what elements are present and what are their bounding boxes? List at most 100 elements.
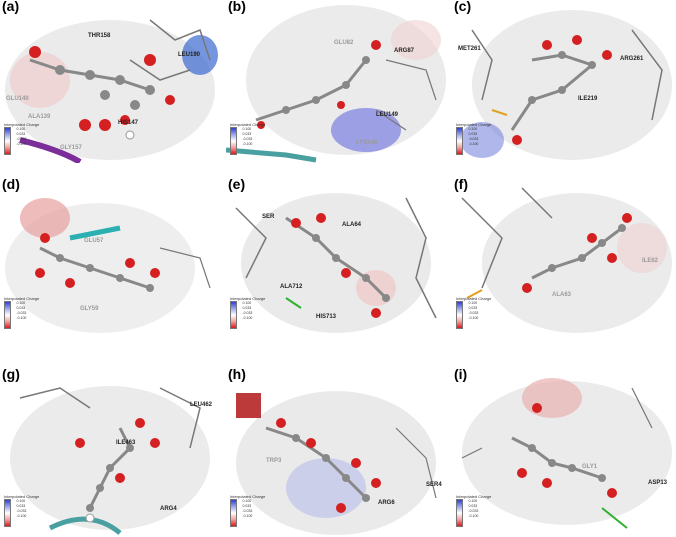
panel-b: (b) GLU82 ARG87 LEU149 LYS149 Interpolat… bbox=[226, 0, 448, 163]
legend-tick: -0.033 bbox=[468, 509, 479, 513]
legend-tick: 0.100 bbox=[468, 127, 478, 131]
molecule-render bbox=[226, 5, 446, 163]
panel-label: (a) bbox=[2, 0, 20, 14]
legend-tick: -0.033 bbox=[468, 137, 479, 141]
legend-tick: -0.100 bbox=[468, 142, 479, 146]
legend-tick: -0.033 bbox=[468, 311, 479, 315]
panel-label: (f) bbox=[454, 178, 468, 192]
residue-label: GLY59 bbox=[80, 306, 99, 312]
panel-label: (h) bbox=[228, 368, 246, 382]
molecule-render bbox=[5, 198, 211, 333]
panel-label: (e) bbox=[228, 178, 246, 192]
residue-label: GLY157 bbox=[60, 145, 82, 151]
panel-label: (g) bbox=[2, 368, 20, 382]
charge-legend: Interpolated Charge 0.100 0.033 -0.033 -… bbox=[456, 122, 491, 155]
legend-colorbar bbox=[4, 301, 11, 329]
residue-label: GLU82 bbox=[334, 40, 354, 46]
residue-label: LEU149 bbox=[376, 112, 399, 118]
legend-colorbar bbox=[230, 301, 237, 329]
legend-tick: 0.033 bbox=[468, 306, 478, 310]
legend-tick: -0.033 bbox=[242, 509, 253, 513]
legend-colorbar bbox=[456, 301, 463, 329]
legend-tick: 0.100 bbox=[16, 127, 26, 131]
residue-label: ALA712 bbox=[280, 284, 303, 290]
legend-tick: 0.033 bbox=[16, 504, 26, 508]
residue-label: GLU57 bbox=[84, 238, 104, 244]
legend-tick: 0.100 bbox=[16, 499, 26, 503]
molecule-render bbox=[5, 19, 218, 163]
legend-colorbar bbox=[456, 127, 463, 155]
panel-i: (i) ASP13 GLY1 Interpolated Charge 0.100… bbox=[452, 368, 676, 537]
residue-label: MET261 bbox=[458, 46, 481, 52]
legend-tick: 0.100 bbox=[242, 127, 252, 131]
molecule-render bbox=[461, 378, 672, 529]
panel-g: (g) LEU462 ILE463 ARG4 Interpolated Char… bbox=[0, 368, 222, 537]
residue-label: ARG6 bbox=[378, 500, 395, 506]
legend-colorbar bbox=[4, 499, 11, 527]
legend-tick: 0.033 bbox=[242, 306, 252, 310]
molecule-render bbox=[461, 187, 672, 333]
legend-tick: -0.033 bbox=[16, 137, 27, 141]
molecule-render bbox=[235, 193, 437, 333]
legend-colorbar bbox=[4, 127, 11, 155]
legend-tick: -0.100 bbox=[242, 514, 253, 518]
panel-f: (f) ILE62 ALA63 Interpolated Charge 0.10… bbox=[452, 178, 676, 341]
legend-tick: 0.033 bbox=[16, 306, 26, 310]
legend-title: Interpolated Charge bbox=[4, 494, 40, 499]
legend-tick: -0.100 bbox=[16, 142, 27, 146]
legend-tick: -0.100 bbox=[16, 514, 27, 518]
legend-title: Interpolated Charge bbox=[230, 296, 266, 301]
residue-label: ALA64 bbox=[342, 222, 362, 228]
panel-c: (c) MET261 ARG261 ILE219 Interpolated Ch… bbox=[452, 0, 676, 163]
legend-tick: 0.100 bbox=[242, 499, 252, 503]
legend-tick: -0.033 bbox=[242, 311, 253, 315]
legend-colorbar bbox=[456, 499, 463, 527]
legend-tick: 0.100 bbox=[468, 499, 478, 503]
residue-label: ARG261 bbox=[620, 56, 644, 62]
panel-a: (a) THR158 LEU190 GLU140 ALA139 HIS147 G… bbox=[0, 0, 222, 163]
legend-tick: 0.033 bbox=[242, 504, 252, 508]
residue-label: LYS149 bbox=[356, 140, 378, 146]
legend-tick: 0.100 bbox=[16, 301, 26, 305]
charge-legend: Interpolated Charge 0.100 0.033 -0.033 -… bbox=[4, 494, 39, 527]
legend-title: Interpolated Charge bbox=[4, 122, 40, 127]
panel-d: (d) GLU57 GLY59 Interpolated Charge 0.10… bbox=[0, 178, 222, 341]
residue-label: LEU190 bbox=[178, 52, 201, 58]
legend-tick: 0.033 bbox=[468, 132, 478, 136]
residue-label: ILE463 bbox=[116, 440, 136, 446]
panel-label: (b) bbox=[228, 0, 246, 14]
residue-label: SER bbox=[262, 214, 275, 220]
legend-tick: -0.033 bbox=[16, 509, 27, 513]
panel-e: (e) SER ALA64 ALA712 HIS713 Interpolated… bbox=[226, 178, 448, 341]
legend-tick: 0.033 bbox=[242, 132, 252, 136]
panel-label: (i) bbox=[454, 368, 468, 382]
legend-tick: -0.100 bbox=[242, 316, 253, 320]
residue-label: THR158 bbox=[88, 33, 111, 39]
molecule-render bbox=[236, 391, 437, 535]
residue-label: ARG4 bbox=[160, 506, 177, 512]
residue-label: GLY1 bbox=[582, 464, 598, 470]
legend-tick: -0.100 bbox=[468, 514, 479, 518]
molecule-render bbox=[460, 10, 672, 160]
residue-label: ALA63 bbox=[552, 292, 572, 298]
legend-tick: -0.033 bbox=[16, 311, 27, 315]
residue-label: ARG87 bbox=[394, 48, 415, 54]
residue-label: GLU140 bbox=[6, 96, 29, 102]
legend-tick: 0.100 bbox=[468, 301, 478, 305]
legend-title: Interpolated Charge bbox=[456, 494, 492, 499]
residue-label: SER4 bbox=[426, 482, 442, 488]
legend-title: Interpolated Charge bbox=[456, 122, 492, 127]
charge-legend: Interpolated Charge 0.100 0.033 -0.033 -… bbox=[4, 122, 39, 155]
legend-tick: 0.100 bbox=[242, 301, 252, 305]
residue-label: HIS147 bbox=[118, 120, 139, 126]
legend-title: Interpolated Charge bbox=[4, 296, 40, 301]
molecule-render bbox=[10, 386, 210, 535]
charge-legend: Interpolated Charge 0.100 0.033 -0.033 -… bbox=[456, 296, 491, 329]
legend-tick: -0.100 bbox=[16, 316, 27, 320]
legend-title: Interpolated Charge bbox=[456, 296, 492, 301]
residue-label: ALA139 bbox=[28, 114, 51, 120]
charge-legend: Interpolated Charge 0.100 0.033 -0.033 -… bbox=[230, 122, 265, 155]
residue-label: ILE219 bbox=[578, 96, 598, 102]
legend-tick: -0.100 bbox=[468, 316, 479, 320]
